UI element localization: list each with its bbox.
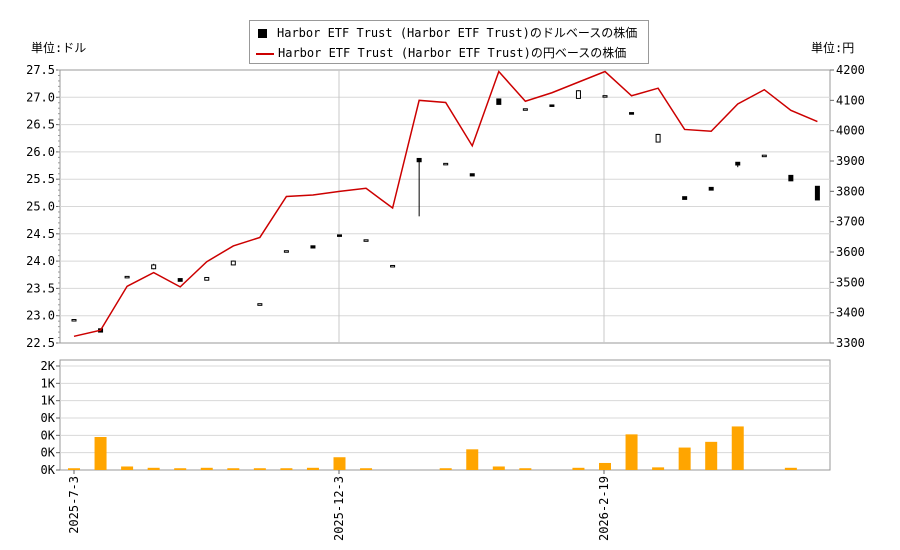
candle-body xyxy=(602,95,608,98)
candle-body xyxy=(443,162,449,166)
right-axis-tick-label: 3800 xyxy=(836,184,865,198)
left-axis-tick-label: 26.5 xyxy=(26,118,55,132)
candle-body xyxy=(283,250,289,253)
volume-bar xyxy=(519,468,532,470)
candle-body xyxy=(204,276,210,281)
candle-body xyxy=(151,264,157,270)
right-axis-tick-label: 3300 xyxy=(836,336,865,350)
volume-bar xyxy=(625,434,638,470)
left-axis-tick-label: 27.0 xyxy=(26,90,55,104)
candle-body xyxy=(629,112,635,115)
left-axis-tick-label: 23.0 xyxy=(26,309,55,323)
legend-jpy-label: Harbor ETF Trust (Harbor ETF Trust)の円ベース… xyxy=(278,46,627,60)
candle-body xyxy=(575,90,581,99)
date-axis-label: 2025-12-3 xyxy=(332,476,346,541)
right-axis-tick-label: 3600 xyxy=(836,245,865,259)
volume-bar xyxy=(333,457,346,470)
left-axis-tick-label: 25.5 xyxy=(26,172,55,186)
candle-body xyxy=(549,104,555,107)
volume-bar xyxy=(253,468,266,470)
volume-bar xyxy=(439,468,452,470)
legend-usd-label: Harbor ETF Trust (Harbor ETF Trust)のドルベー… xyxy=(277,26,638,40)
candle-body xyxy=(761,154,767,158)
candle-body xyxy=(788,174,794,182)
volume-bar xyxy=(280,468,293,470)
right-axis-tick-label: 4100 xyxy=(836,93,865,107)
volume-axis-tick-label: 0K xyxy=(41,446,56,460)
date-axis-label: 2025-7-3 xyxy=(67,476,81,534)
candle-body xyxy=(363,239,369,242)
right-axis-tick-label: 3500 xyxy=(836,275,865,289)
candle-body xyxy=(735,161,741,166)
candle-body xyxy=(71,319,77,322)
legend-jpy: Harbor ETF Trust (Harbor ETF Trust)の円ベース… xyxy=(256,43,626,63)
right-axis-tick-label: 3900 xyxy=(836,154,865,168)
candle-body xyxy=(496,98,502,105)
volume-bar xyxy=(731,426,744,470)
volume-axis-tick-label: 0K xyxy=(41,411,56,425)
left-unit-label: 単位:ドル xyxy=(31,41,87,55)
candle-body xyxy=(230,260,236,266)
volume-axis-tick-label: 1K xyxy=(41,394,56,408)
candle-body xyxy=(310,245,316,249)
left-axis-tick-label: 22.5 xyxy=(26,336,55,350)
candle-body xyxy=(337,234,342,237)
candle-body xyxy=(469,173,475,177)
candle-body xyxy=(390,264,396,268)
volume-bar xyxy=(599,462,611,470)
right-axis-tick-label: 3700 xyxy=(836,215,865,229)
left-axis-tick-label: 27.5 xyxy=(26,63,55,77)
legend-usd: Harbor ETF Trust (Harbor ETF Trust)のドルベー… xyxy=(256,23,637,43)
left-axis-tick-label: 23.5 xyxy=(26,281,55,295)
volume-bar xyxy=(121,466,134,470)
left-axis-tick-label: 26.0 xyxy=(26,145,55,159)
right-axis-tick-label: 4200 xyxy=(836,63,865,77)
volume-axis-tick-label: 1K xyxy=(41,376,56,390)
right-axis-tick-label: 3400 xyxy=(836,306,865,320)
volume-bar xyxy=(94,437,107,470)
volume-bar xyxy=(572,467,585,470)
candle-body xyxy=(655,133,661,143)
right-unit-label: 単位:円 xyxy=(811,41,855,55)
candle-body xyxy=(522,108,528,111)
volume-bar xyxy=(200,467,213,470)
candle-body xyxy=(682,196,688,200)
left-axis-tick-label: 24.0 xyxy=(26,254,55,268)
volume-axis-tick-label: 0K xyxy=(41,463,56,477)
legend-jpy-swatch xyxy=(256,52,274,55)
volume-bar xyxy=(174,468,187,470)
right-axis-tick-label: 4000 xyxy=(836,124,865,138)
volume-bar xyxy=(147,467,160,470)
left-axis-tick-label: 24.5 xyxy=(26,227,55,241)
volume-bar xyxy=(360,468,373,470)
candle-body xyxy=(177,278,183,282)
date-axis-label: 2026-2-19 xyxy=(597,476,611,541)
volume-bar xyxy=(227,468,240,470)
volume-bar xyxy=(705,441,718,470)
volume-bar xyxy=(784,467,797,470)
legend: Harbor ETF Trust (Harbor ETF Trust)のドルベー… xyxy=(249,20,649,64)
legend-usd-swatch xyxy=(258,29,267,38)
volume-plot-area xyxy=(59,359,831,471)
volume-bar xyxy=(466,449,479,470)
jpy-price-line xyxy=(73,70,818,338)
candle-body xyxy=(708,186,714,191)
volume-bar xyxy=(652,467,665,470)
candle-body xyxy=(124,275,130,279)
candle-body xyxy=(257,303,263,306)
volume-axis-tick-label: 0K xyxy=(41,428,56,442)
left-axis-tick-label: 25.0 xyxy=(26,200,55,214)
volume-bar xyxy=(492,466,505,470)
volume-bar xyxy=(306,467,319,470)
candle-body xyxy=(814,185,820,201)
candle-body xyxy=(416,157,422,163)
volume-bar xyxy=(678,447,691,470)
volume-axis-tick-label: 2K xyxy=(41,359,56,373)
volume-bar xyxy=(68,468,80,470)
